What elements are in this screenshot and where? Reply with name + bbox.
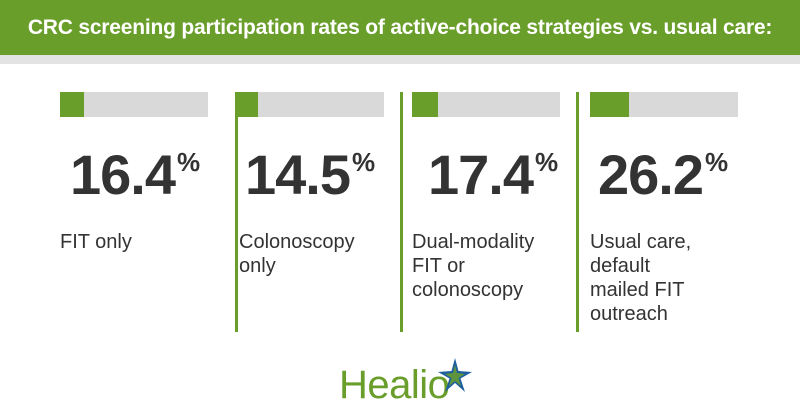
label-line: Usual care, [590,231,692,253]
label-line: Colonoscopy [239,231,355,253]
bar-fill [236,92,258,117]
divider [576,92,579,332]
label-line: colonoscopy [412,279,524,301]
percent-sign: % [535,147,559,177]
stat-value: 16.4% [70,147,200,203]
star-icon [438,358,472,392]
chart-title: CRC screening participation rates of act… [27,15,773,39]
label-line: only [239,255,276,277]
bar-track [412,92,560,117]
label-line: FIT only [60,231,132,253]
bar-track [236,92,384,117]
stat-number: 16.4 [70,143,176,206]
label-line: mailed FIT [590,279,685,301]
stat-value: 14.5% [245,147,375,203]
stat-number: 17.4 [428,143,534,206]
stat-label: FIT only [60,230,230,254]
stat-value: 17.4% [428,147,558,203]
stat-value: 26.2% [598,147,728,203]
bar-fill [60,92,85,117]
stat-number: 26.2 [598,143,704,206]
divider [400,92,403,332]
header-band [0,55,800,64]
label-line: FIT or [412,255,465,277]
divider [235,92,238,332]
healio-logo: Healio [339,356,479,406]
bar-track [60,92,208,117]
stat-label: Dual-modality FIT or colonoscopy [412,230,582,302]
label-line: outreach [590,303,668,325]
header-banner: CRC screening participation rates of act… [0,0,800,55]
percent-sign: % [177,147,201,177]
label-line: default [590,255,651,277]
stat-number: 14.5 [245,143,351,206]
label-line: Dual-modality [412,231,535,253]
percent-sign: % [705,147,729,177]
bar-fill [590,92,629,117]
logo-text: Healio [339,363,450,407]
percent-sign: % [352,147,376,177]
stat-label: Colonoscopy only [239,230,409,278]
bar-fill [412,92,438,117]
stat-label: Usual care, default mailed FIT outreach [590,230,760,326]
bar-track [590,92,738,117]
